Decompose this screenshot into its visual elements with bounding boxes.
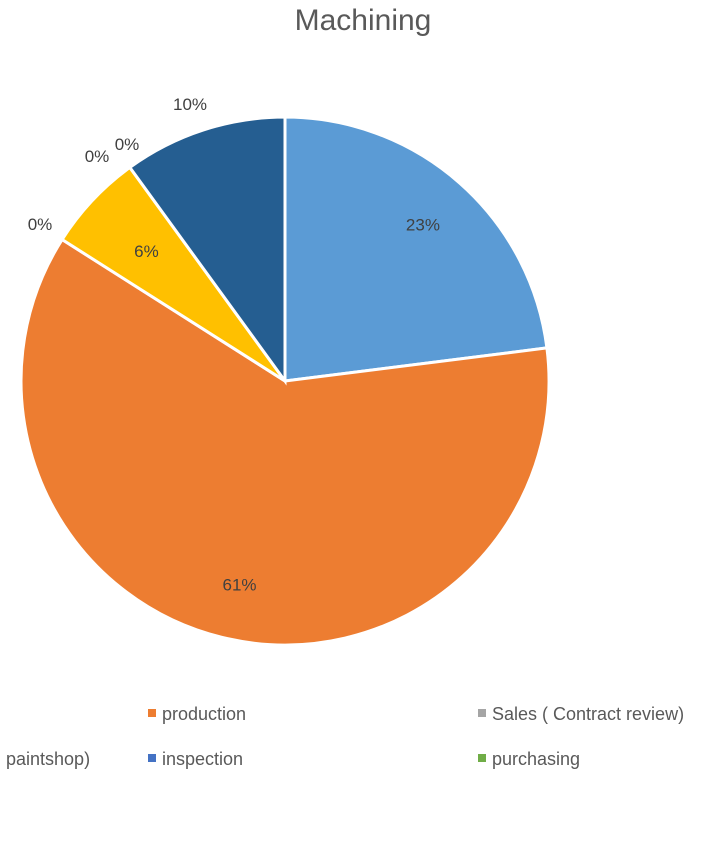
pie-slice-6 [127,115,287,386]
legend-item-paintshop: paintshop) [6,749,91,769]
legend-item-purchasing: purchasing [478,749,580,770]
legend-swatch-production [148,709,156,718]
data-label-3: 6% [134,242,159,261]
legend-item-production: production [148,704,246,725]
data-label-2: 0% [28,215,53,234]
legend-swatch-purchasing [478,754,486,763]
legend-item-sales: Sales ( Contract review) [478,704,684,725]
legend-swatch-sales [478,709,486,718]
data-label-5: 0% [115,135,140,154]
data-label-0: 23% [406,216,440,235]
pie-slice-1 [19,237,551,647]
pie-slice-0 [283,115,549,383]
data-label-1: 61% [222,576,256,595]
data-label-4: 0% [85,147,110,166]
legend-item-inspection: inspection [148,749,243,770]
chart-title: Machining [294,4,432,37]
legend-swatch-inspection [148,754,156,763]
data-label-6: 10% [173,95,207,114]
